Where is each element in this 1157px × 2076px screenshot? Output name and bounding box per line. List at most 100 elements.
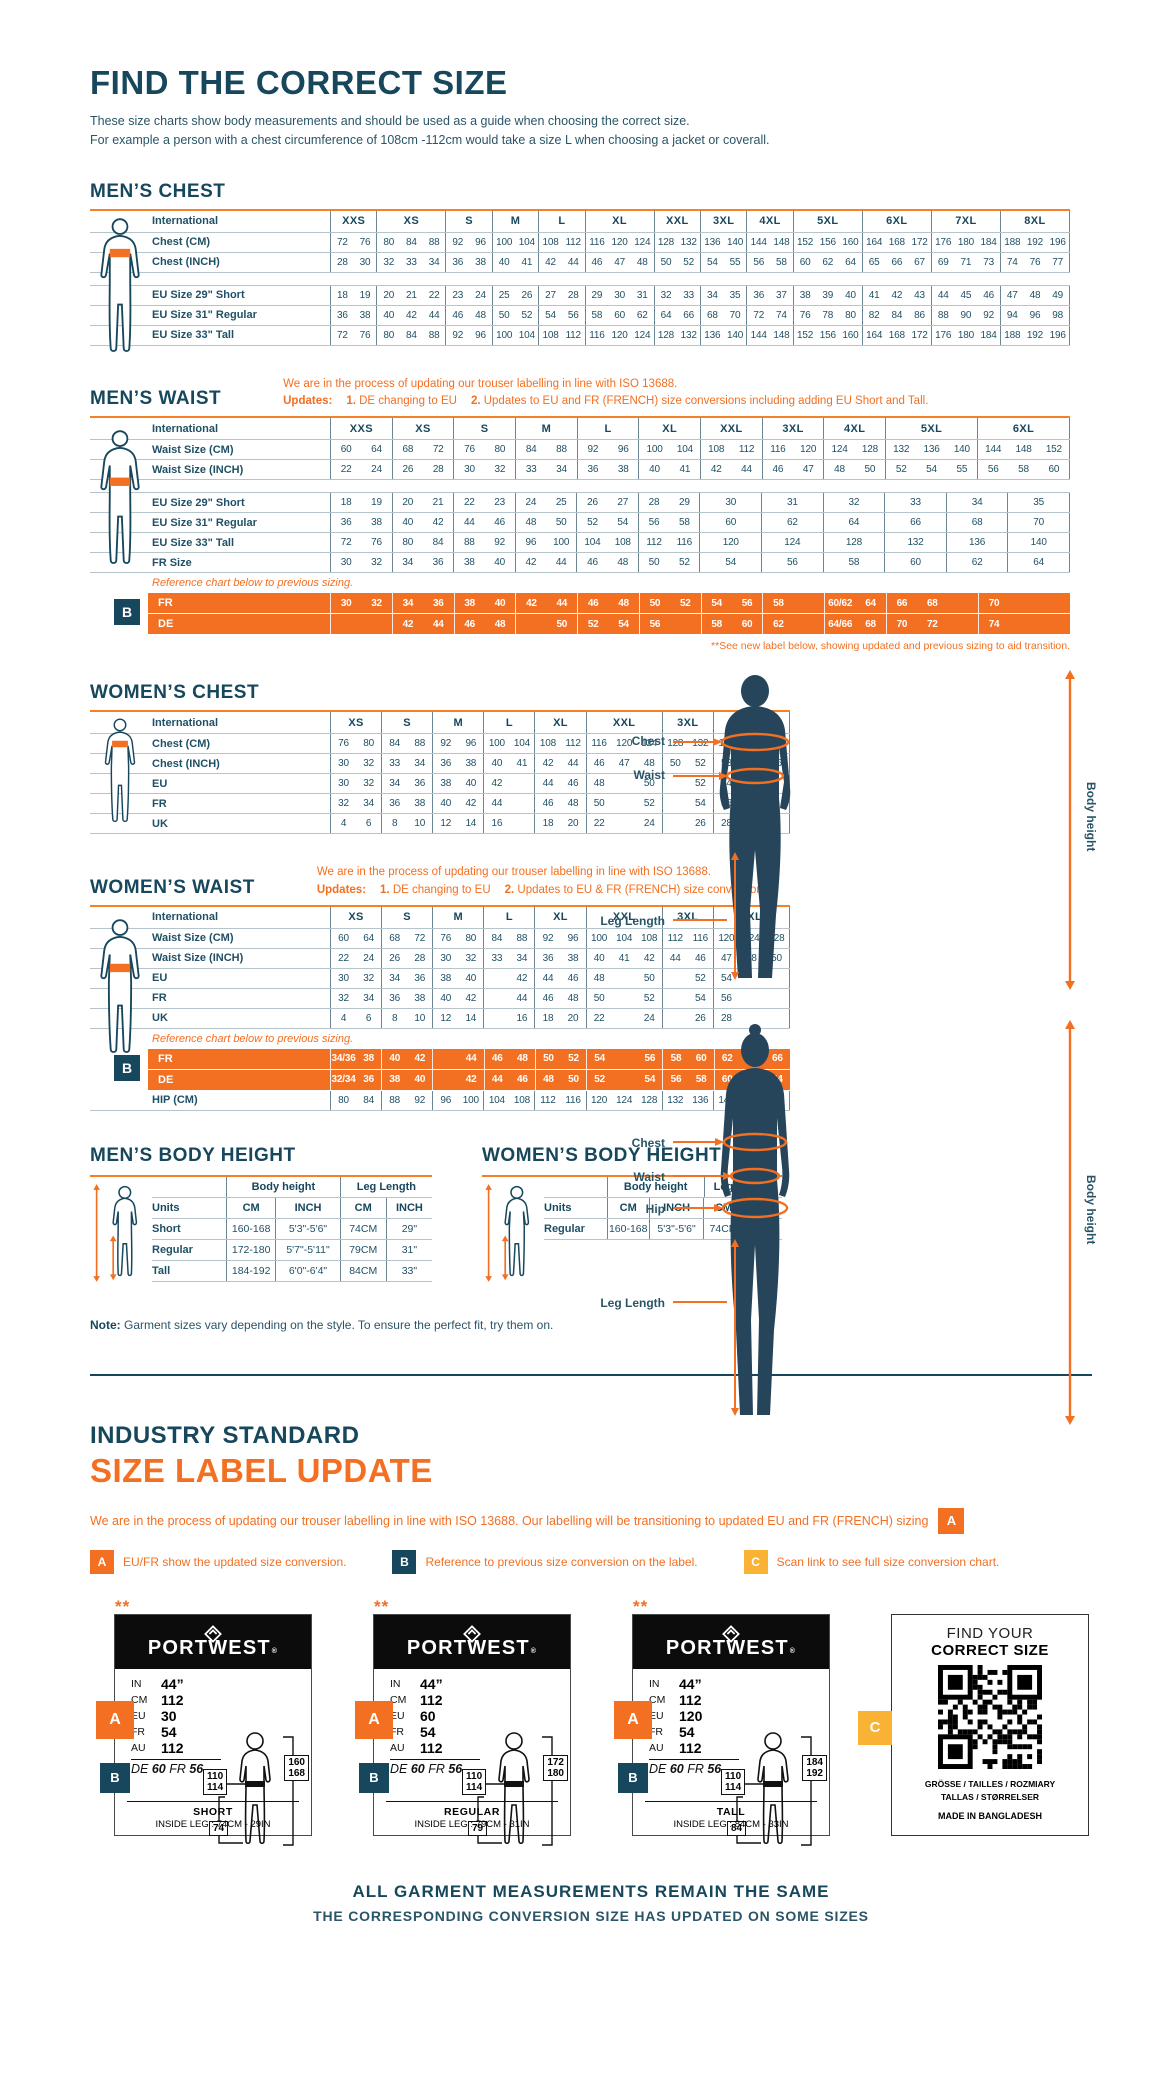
spacer-row <box>90 480 1070 494</box>
female-waist-label: Waist <box>633 1170 665 1185</box>
portwest-logo: PORTWEST ® <box>374 1614 570 1669</box>
garment-note: Note: Garment sizes vary depending on th… <box>90 1317 554 1332</box>
body-height-row: Regular 172-180 5'7"-5'11" 79CM 31" <box>152 1239 432 1261</box>
waist-range-box: 110 114 <box>203 1768 228 1795</box>
mens-chest-table: International XXS XS S M L XL XXL 3XL 4XL 5XL 6XL 7X… <box>90 208 1070 352</box>
womens-waist-section: WOMEN’S WAIST We are in the process of u… <box>90 864 1092 1111</box>
label-size-row: EU 60 <box>390 1707 436 1724</box>
female-height-figure-icon <box>485 1183 530 1282</box>
stars-marker: ** <box>374 1596 390 1616</box>
size-data-row: Waist Size (INCH) 22 24 26 28 30 32 33 34 36 38 40 4… <box>90 460 1070 481</box>
male-waist-figure-icon <box>100 430 140 565</box>
size-data-row: UK 4 6 8 10 12 14 16 18 20 22 24 26 28 <box>90 1008 790 1029</box>
reference-note: Reference chart below to previous sizing… <box>152 577 354 590</box>
qr-code <box>938 1664 1042 1769</box>
reference-badge-b: B <box>112 597 142 628</box>
badge-b-icon: B <box>359 1762 389 1793</box>
size-data-row: EU Size 33" Tall 72 76 80 84 88 92 96 100 104 108 1… <box>90 325 1070 346</box>
industry-standard-heading: INDUSTRY STANDARD <box>90 1421 360 1449</box>
womens-waist-heading: WOMEN’S WAIST <box>90 876 255 898</box>
mens-chest-heading: MEN’S CHEST <box>90 180 226 202</box>
male-waist-label: Waist <box>633 768 665 783</box>
womens-chest-table: InternationalXSSMLXLXXL3XL4XLChest (CM)7… <box>90 710 790 835</box>
label-cards: ** A B PORTWEST ® IN 44” CM 112 EU 30 FR 54 AU 112 DE 6… <box>96 1597 1092 1846</box>
label-size-row: AU 112 <box>131 1739 184 1756</box>
size-data-row: Chest (INCH) 28 30 32 33 34 36 38 40 41 42 44 46 47 48… <box>90 252 1070 273</box>
female-chest-label: Chest <box>631 1136 665 1151</box>
badge-b-icon: B <box>618 1762 648 1793</box>
figure-zone: WOMEN’S CHEST International XS S M L XL XXL 3XL… <box>90 670 1098 1426</box>
stars-marker: ** <box>115 1596 131 1616</box>
female-body-height-label: Body height <box>1084 1175 1098 1245</box>
leg-length-box: 74 <box>209 1820 229 1836</box>
waist-range-box: 110 114 <box>462 1768 487 1795</box>
badge-a-icon: A <box>355 1700 393 1739</box>
mens-waist-table: International XXS XS S M L XL XXL 3XL 4XL 5XL 6XL Wa… <box>90 416 1070 652</box>
label-size-row: FR 54 <box>390 1723 436 1740</box>
male-leg-length-label: Leg Length <box>600 914 665 929</box>
size-data-row: EU Size 29" Short 18 19 20 21 22 23 24 25 26 27 28 2… <box>90 285 1070 306</box>
height-range-box: 160 168 <box>284 1754 309 1781</box>
female-leg-length-label: Leg Length <box>600 1296 665 1311</box>
footer: ALL GARMENT MEASUREMENTS REMAIN THE SAME… <box>90 1882 1092 1924</box>
label-footer: SHORT INSIDE LEG : 74CM - 29IN <box>127 1800 299 1830</box>
label-size-row: EU 30 <box>131 1707 177 1724</box>
label-figure: 110 114 184 192 84 <box>721 1729 827 1849</box>
womens-chest-section: WOMEN’S CHEST International XS S M L XL XXL 3XL… <box>90 682 1092 835</box>
female-hip-label: Hip <box>645 1202 665 1217</box>
made-in-label: MADE IN BANGLADESH <box>937 1811 1042 1822</box>
size-label-card-short: ** A B PORTWEST ® IN 44” CM 112 EU 30 FR 54 AU 112 DE 6… <box>96 1597 312 1846</box>
badge-c-icon: C <box>743 1549 768 1574</box>
previous-size-line: DE 60 FR 56 <box>131 1761 204 1776</box>
mens-body-height-heading: MEN’S BODY HEIGHT <box>90 1144 296 1166</box>
spacer-row <box>90 273 1070 286</box>
female-body-height-arrow <box>1065 1020 1075 1426</box>
portwest-logo: PORTWEST ® <box>633 1614 829 1669</box>
page-title: FIND THE CORRECT SIZE <box>90 64 508 101</box>
male-measurement-figure: Chest Waist Leg Length Body height <box>570 670 1098 1000</box>
industry-intro: We are in the process of updating our tr… <box>90 1507 1092 1534</box>
male-chest-label: Chest <box>631 734 665 749</box>
badge-b-icon: B <box>100 1762 130 1793</box>
mens-waist-heading: MEN’S WAIST <box>90 388 222 410</box>
footer-line2: THE CORRESPONDING CONVERSION SIZE HAS UP… <box>313 1907 869 1924</box>
size-data-row: Waist Size (INCH) 22 24 26 28 30 32 33 34 36 38 40 4… <box>90 948 790 969</box>
label-footer: TALL INSIDE LEG : 84CM - 33IN <box>645 1800 817 1830</box>
transition-footnote: **See new label below, showing updated a… <box>711 640 1070 653</box>
size-data-row: Chest (CM) 72 76 80 84 88 92 96 100 104 108 112 116 1… <box>90 232 1070 253</box>
label-size-row: FR 54 <box>649 1723 695 1740</box>
qr-languages: GRÖSSE / TAILLES / ROZMIARY TALLAS / STØ… <box>924 1778 1056 1802</box>
label-size-row: AU 112 <box>649 1739 702 1756</box>
label-figure: 110 114 172 180 79 <box>462 1729 568 1849</box>
badge-a-icon: A <box>90 1549 114 1574</box>
label-body: IN 44” CM 112 EU 120 FR 54 AU 112 DE 60 FR 56 110 11… <box>633 1669 829 1846</box>
badge-c-icon: C <box>858 1710 892 1745</box>
previous-size-line: DE 60 FR 56 <box>390 1761 463 1776</box>
size-label-card-tall: ** A B PORTWEST ® IN 44” CM 112 EU 120 FR 54 AU 112 DE … <box>614 1597 830 1846</box>
male-silhouette <box>673 675 791 981</box>
mens-waist-section: MEN’S WAIST We are in the process of upd… <box>90 376 1092 652</box>
legend: A EU/FR show the updated size conversion… <box>90 1549 1092 1574</box>
body-height-row: Tall 184-192 6'0"-6'4" 84CM 33" <box>152 1260 432 1282</box>
size-data-row: EU 30 32 34 36 38 40 42 44 46 48 50 52 54 <box>90 774 790 795</box>
badge-a-icon: A <box>614 1700 652 1739</box>
label-size-row: CM 112 <box>390 1691 443 1708</box>
female-waist-figure-icon <box>100 918 140 1053</box>
label-size-row: FR 54 <box>131 1723 177 1740</box>
waist-range-box: 110 114 <box>721 1768 746 1795</box>
size-data-row: Chest (INCH) 30 32 33 34 36 38 40 41 42 44 46 47 48 50… <box>90 754 790 775</box>
male-body-height-label: Body height <box>1084 782 1098 852</box>
mens-chest-section: MEN’S CHEST International XXS XS S M L XL XXL 3X… <box>90 180 1092 352</box>
label-size-row: CM 112 <box>131 1691 184 1708</box>
height-range-box: 172 180 <box>543 1754 568 1781</box>
size-data-row: Waist Size (CM) 60 64 68 72 76 80 84 88 92 96 100 10… <box>90 928 790 949</box>
footer-line1: ALL GARMENT MEASUREMENTS REMAIN THE SAME <box>352 1881 830 1901</box>
size-data-row: EU Size 31" Regular 36 38 40 42 44 46 48 50 52 54 5… <box>90 513 1070 534</box>
label-size-row: IN 44” <box>131 1675 184 1692</box>
